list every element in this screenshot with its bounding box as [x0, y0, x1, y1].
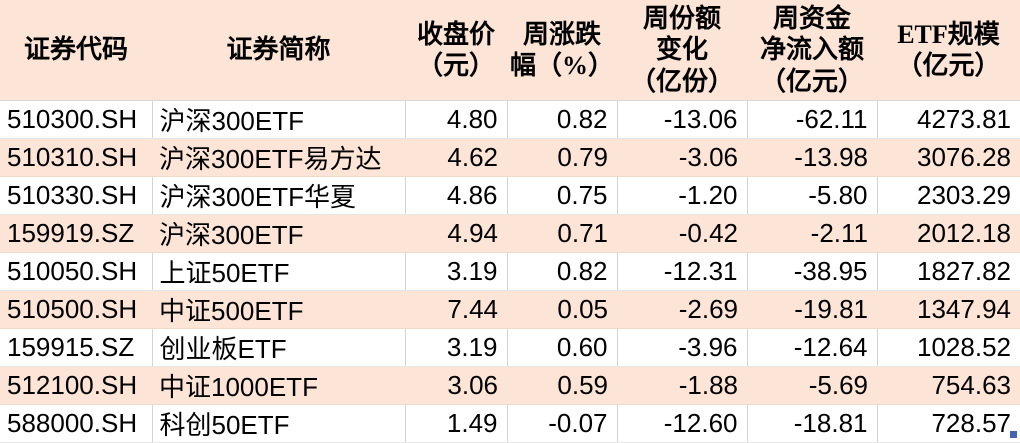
- header-label-line: 变化: [655, 35, 708, 65]
- header-label-line: 收盘价: [416, 19, 495, 49]
- cell-value-col6[interactable]: 1827.82: [877, 252, 1020, 291]
- header-cell-col6[interactable]: ETF规模 （亿元）: [877, 0, 1020, 101]
- cell-security-code[interactable]: 510500.SH: [0, 290, 152, 329]
- cell-security-name[interactable]: 创业板ETF: [152, 328, 406, 367]
- cell-value-col6[interactable]: 3076.28: [877, 138, 1020, 177]
- cell-security-code[interactable]: 159919.SZ: [0, 214, 152, 253]
- header-label-line: ETF规模: [897, 19, 1000, 49]
- cell-value-col4[interactable]: -1.20: [617, 176, 748, 215]
- cell-value-col6[interactable]: 4273.81: [877, 100, 1020, 139]
- header-label-line: （亿元）: [896, 51, 1001, 80]
- cell-value-col4[interactable]: -12.60: [617, 404, 748, 443]
- cell-value-col2[interactable]: 3.06: [405, 366, 507, 405]
- header-cell-col2[interactable]: 收盘价 （元）: [405, 0, 507, 101]
- cell-value-col5[interactable]: -19.81: [747, 290, 877, 329]
- cell-security-name[interactable]: 中证500ETF: [152, 290, 405, 329]
- cell-value-col3[interactable]: 0.79: [507, 138, 617, 177]
- cell-value-col4[interactable]: -3.06: [617, 138, 747, 177]
- cell-value-col3[interactable]: 0.75: [507, 176, 618, 215]
- header-label-line: （元）: [416, 51, 495, 80]
- cell-value-col5[interactable]: -5.69: [747, 366, 877, 405]
- header-label-line: 净流入额: [759, 35, 864, 65]
- table-row: 159915.SZ 创业板ETF 3.19 0.60 -3.96 -12.64 1028.5…: [0, 328, 1020, 367]
- cell-value-col3[interactable]: 0.60: [507, 328, 618, 367]
- cell-security-code[interactable]: 510050.SH: [0, 252, 153, 291]
- header-label-line: （亿元）: [759, 66, 864, 96]
- cell-value-col5[interactable]: -5.80: [747, 176, 878, 215]
- cell-value-col6[interactable]: 1347.94: [877, 290, 1020, 329]
- table-row: 510300.SH 沪深300ETF 4.80 0.82 -13.06 -62.11 427…: [0, 100, 1020, 139]
- cell-value-col5[interactable]: -38.95: [747, 252, 878, 291]
- header-label-line: 周份额: [642, 4, 721, 34]
- cell-security-code[interactable]: 510310.SH: [0, 138, 152, 177]
- table-row: 512100.SH 中证1000ETF 3.06 0.59 -1.88 -5.69 754.…: [0, 366, 1020, 405]
- table-row: 510050.SH 上证50ETF 3.19 0.82 -12.31 -38.95 1827…: [0, 252, 1020, 291]
- cell-value-col3[interactable]: 0.82: [507, 252, 618, 291]
- header-cell-col4[interactable]: 周份额 变化 （亿份）: [617, 0, 747, 101]
- cell-value-col2[interactable]: 3.19: [405, 328, 508, 367]
- cell-value-col5[interactable]: -18.81: [747, 404, 878, 443]
- cell-value-col4[interactable]: -2.69: [617, 290, 747, 329]
- cell-value-col3[interactable]: 0.82: [507, 100, 618, 139]
- cell-security-code[interactable]: 159915.SZ: [0, 328, 153, 367]
- header-label-line: 幅（%）: [509, 51, 614, 80]
- cell-security-name[interactable]: 中证1000ETF: [152, 366, 405, 405]
- cell-value-col2[interactable]: 4.86: [405, 176, 508, 215]
- cell-value-col5[interactable]: -12.64: [747, 328, 878, 367]
- cell-value-col6[interactable]: 2012.18: [877, 214, 1020, 253]
- header-cell-col0[interactable]: 证券代码: [0, 0, 152, 101]
- cell-security-name[interactable]: 沪深300ETF: [152, 100, 406, 139]
- header-cell-col1[interactable]: 证券简称: [152, 0, 405, 101]
- cell-value-col5[interactable]: -2.11: [747, 214, 877, 253]
- cell-value-col6[interactable]: 2303.29: [877, 176, 1020, 215]
- header-label-line: （亿份）: [629, 66, 734, 96]
- table-row: 588000.SH 科创50ETF 1.49 -0.07 -12.60 -18.81 728…: [0, 404, 1020, 443]
- header-label-line: 周资金: [772, 4, 851, 34]
- cell-security-code[interactable]: 510330.SH: [0, 176, 153, 215]
- cell-security-code[interactable]: 510300.SH: [0, 100, 153, 139]
- header-row: 证券代码 证券简称 收盘价 （元） 周涨跌 幅（%） 周份额 变化 （亿份） 周资金 净流入额 （亿元…: [0, 0, 1020, 101]
- cell-value-col4[interactable]: -12.31: [617, 252, 748, 291]
- header-cell-col5[interactable]: 周资金 净流入额 （亿元）: [747, 0, 877, 101]
- cell-value-col6[interactable]: 1028.52: [877, 328, 1020, 367]
- table-row: 159919.SZ 沪深300ETF 4.94 0.71 -0.42 -2.11 2012.…: [0, 214, 1020, 253]
- cell-value-col3[interactable]: -0.07: [507, 404, 618, 443]
- cell-value-col6[interactable]: 728.57: [877, 404, 1020, 443]
- cell-value-col2[interactable]: 1.49: [405, 404, 508, 443]
- header-label-line: 证券简称: [226, 35, 331, 65]
- header-label-line: 证券代码: [23, 35, 128, 65]
- table-row: 510500.SH 中证500ETF 7.44 0.05 -2.69 -19.81 1347…: [0, 290, 1020, 329]
- cell-value-col2[interactable]: 4.80: [405, 100, 508, 139]
- cell-security-name[interactable]: 沪深300ETF易方达: [152, 138, 405, 177]
- header-cell-col3[interactable]: 周涨跌 幅（%）: [507, 0, 617, 101]
- cell-security-name[interactable]: 沪深300ETF华夏: [152, 176, 406, 215]
- cell-value-col6[interactable]: 754.63: [877, 366, 1020, 405]
- cell-value-col5[interactable]: -62.11: [747, 100, 878, 139]
- cell-security-name[interactable]: 上证50ETF: [152, 252, 406, 291]
- cell-security-name[interactable]: 科创50ETF: [152, 404, 406, 443]
- cell-value-col4[interactable]: -13.06: [617, 100, 748, 139]
- cell-value-col2[interactable]: 4.62: [405, 138, 507, 177]
- selection-fill-handle[interactable]: [1009, 430, 1017, 438]
- table-row: 510310.SH 沪深300ETF易方达 4.62 0.79 -3.06 -13.98 3…: [0, 138, 1020, 177]
- table-row: 510330.SH 沪深300ETF华夏 4.86 0.75 -1.20 -5.80 230…: [0, 176, 1020, 215]
- cell-value-col3[interactable]: 0.05: [507, 290, 617, 329]
- cell-value-col2[interactable]: 4.94: [405, 214, 507, 253]
- cell-value-col3[interactable]: 0.71: [507, 214, 617, 253]
- cell-security-name[interactable]: 沪深300ETF: [152, 214, 405, 253]
- cell-value-col4[interactable]: -1.88: [617, 366, 747, 405]
- cell-value-col3[interactable]: 0.59: [507, 366, 617, 405]
- cell-value-col2[interactable]: 7.44: [405, 290, 507, 329]
- cell-security-code[interactable]: 512100.SH: [0, 366, 152, 405]
- cell-value-col2[interactable]: 3.19: [405, 252, 508, 291]
- cell-value-col4[interactable]: -0.42: [617, 214, 747, 253]
- header-label-line: 周涨跌: [522, 19, 601, 49]
- cell-security-code[interactable]: 588000.SH: [0, 404, 153, 443]
- cell-value-col5[interactable]: -13.98: [747, 138, 877, 177]
- cell-value-col4[interactable]: -3.96: [617, 328, 748, 367]
